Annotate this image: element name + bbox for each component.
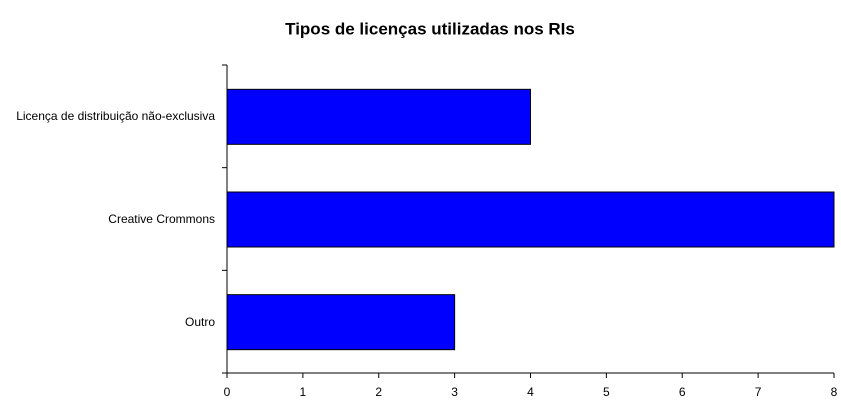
x-tick-label: 2 — [375, 385, 382, 399]
chart-title: Tipos de licenças utilizadas nos RIs — [285, 19, 575, 38]
x-tick-label: 6 — [679, 385, 686, 399]
bar — [226, 88, 531, 145]
x-tick-label: 7 — [755, 385, 762, 399]
x-tick-label: 5 — [603, 385, 610, 399]
x-tick-label: 3 — [451, 385, 458, 399]
x-tick-label: 1 — [300, 385, 307, 399]
y-tick-label: Licença de distribuição não-exclusiva — [16, 109, 215, 124]
y-tick-label-box: Creative Crommons — [108, 210, 215, 228]
x-tick-label: 8 — [831, 385, 838, 399]
x-tick-label: 4 — [527, 385, 534, 399]
x-tick-label: 0 — [224, 385, 231, 399]
y-tick-label-box: Outro — [185, 313, 215, 331]
bar — [226, 294, 456, 351]
bar — [226, 191, 835, 248]
y-tick-label-box: Licença de distribuição não-exclusiva — [16, 107, 215, 125]
y-tick-label: Outro — [184, 314, 215, 329]
y-tick-label: Creative Crommons — [108, 212, 215, 226]
